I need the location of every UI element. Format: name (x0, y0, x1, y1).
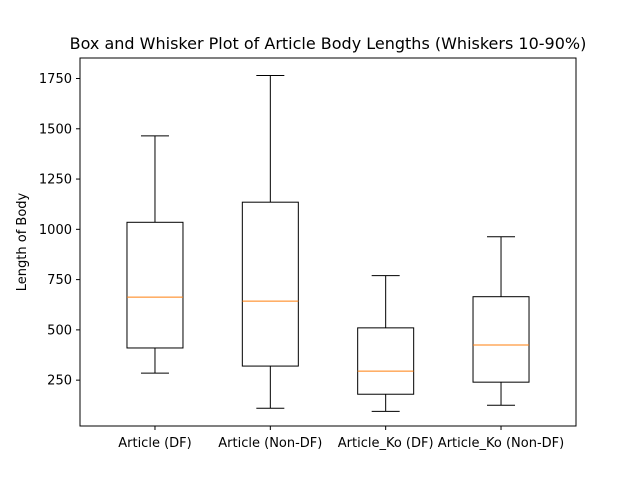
y-tick-label-1500: 1500 (39, 122, 72, 137)
y-tick-label-1000: 1000 (39, 223, 72, 238)
chart-title: Box and Whisker Plot of Article Body Len… (70, 34, 587, 53)
series-2-x-tick-label: Article (Non-DF) (218, 436, 322, 451)
y-axis-label: Length of Body (15, 192, 30, 291)
series-1-box (126, 221, 184, 349)
y-tick-label-1250: 1250 (39, 173, 72, 188)
series-3-box (357, 327, 415, 395)
series-2-box (241, 201, 299, 367)
y-tick-label-750: 750 (47, 273, 72, 288)
series-4-x-tick-label: Article_Ko (Non-DF) (438, 436, 564, 451)
plot-area: 250 500 750 1000 1250 1500 1750 Article (DF) Art… (39, 57, 577, 451)
series-3-x-tick-label: Article_Ko (DF) (338, 436, 434, 451)
y-tick-label-250: 250 (47, 374, 72, 389)
series-4-box (472, 296, 530, 383)
y-tick-label-500: 500 (47, 323, 72, 338)
series-1-x-tick-label: Article (DF) (118, 436, 191, 451)
plot-frame (79, 57, 577, 427)
y-tick-label-1750: 1750 (39, 72, 72, 87)
